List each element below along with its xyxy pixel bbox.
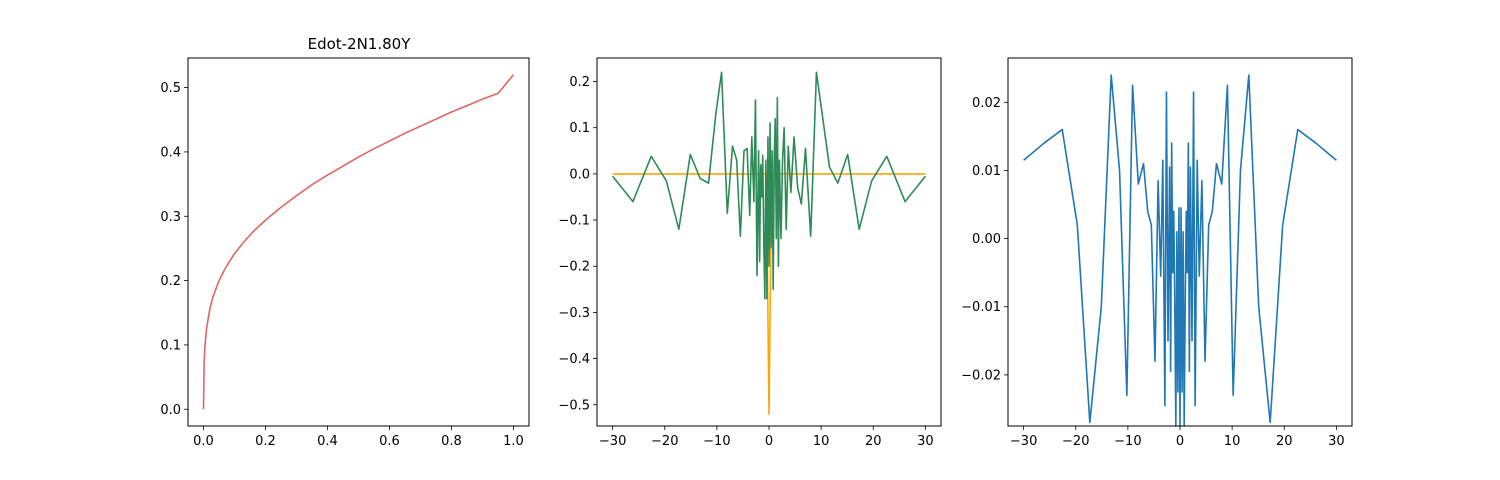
x-tick-label: 10 (813, 434, 830, 449)
y-tick-label: 0.02 (972, 96, 1001, 111)
y-tick-label: 0.1 (569, 121, 590, 136)
y-tick-label: 0.4 (160, 145, 181, 160)
y-tick-label: −0.2 (558, 260, 590, 275)
series-line-2 (612, 71, 926, 300)
chart-title: Edot-2N1.80Y (308, 35, 412, 53)
y-tick-label: 0.01 (972, 164, 1001, 179)
y-tick-label: −0.4 (558, 352, 590, 367)
axes-frame (187, 57, 530, 427)
x-tick-label: −10 (703, 434, 730, 449)
y-tick-label: 0.3 (160, 210, 181, 225)
y-tick-label: −0.1 (558, 214, 590, 229)
x-tick-label: 20 (1276, 434, 1293, 449)
y-tick-label: 0.2 (160, 274, 181, 289)
x-tick-label: 0 (765, 434, 773, 449)
x-tick-label: 0.0 (193, 434, 214, 449)
x-tick-label: 0.8 (441, 434, 462, 449)
x-tick-label: −20 (651, 434, 678, 449)
y-tick-label: 0.2 (569, 75, 590, 90)
x-tick-label: 0.6 (379, 434, 400, 449)
chart-panel-3: −30 −20 −10 0 10 20 30 −0.02 −0.01 0.00 0.01 0.02 (961, 57, 1353, 449)
y-tick-label: −0.01 (961, 300, 1001, 315)
x-tick-label: 30 (1328, 434, 1345, 449)
series-line-1 (612, 173, 926, 415)
chart-panel-2: −30 −20 −10 0 10 20 30 −0.5 −0.4 −0.3 −0.2 −0.1 0.0 0… (558, 57, 942, 449)
series-line-1 (202, 74, 515, 410)
x-tick-label: 10 (1224, 434, 1241, 449)
y-tick-label: −0.02 (961, 368, 1001, 383)
x-tick-label: −30 (1010, 434, 1037, 449)
x-tick-label: 0.4 (317, 434, 338, 449)
x-tick-label: 0 (1176, 434, 1184, 449)
x-tick-label: 1.0 (503, 434, 524, 449)
x-tick-label: −20 (1062, 434, 1089, 449)
y-tick-label: −0.3 (558, 306, 590, 321)
y-tick-label: 0.00 (972, 232, 1001, 247)
y-tick-label: 0.0 (569, 167, 590, 182)
x-tick-label: 30 (917, 434, 934, 449)
chart-panel-1: Edot-2N1.80Y 0.0 0.2 0.4 0.6 0.8 1.0 0.0 0.1 0.2… (160, 35, 530, 449)
x-tick-label: 20 (865, 434, 882, 449)
series-line-1 (1023, 74, 1337, 427)
y-tick-label: 0.5 (160, 81, 181, 96)
x-tick-label: 0.2 (255, 434, 276, 449)
y-tick-label: −0.5 (558, 398, 590, 413)
x-tick-label: −30 (599, 434, 626, 449)
y-tick-label: 0.1 (160, 338, 181, 353)
x-tick-label: −10 (1114, 434, 1141, 449)
y-tick-label: 0.0 (160, 403, 181, 418)
